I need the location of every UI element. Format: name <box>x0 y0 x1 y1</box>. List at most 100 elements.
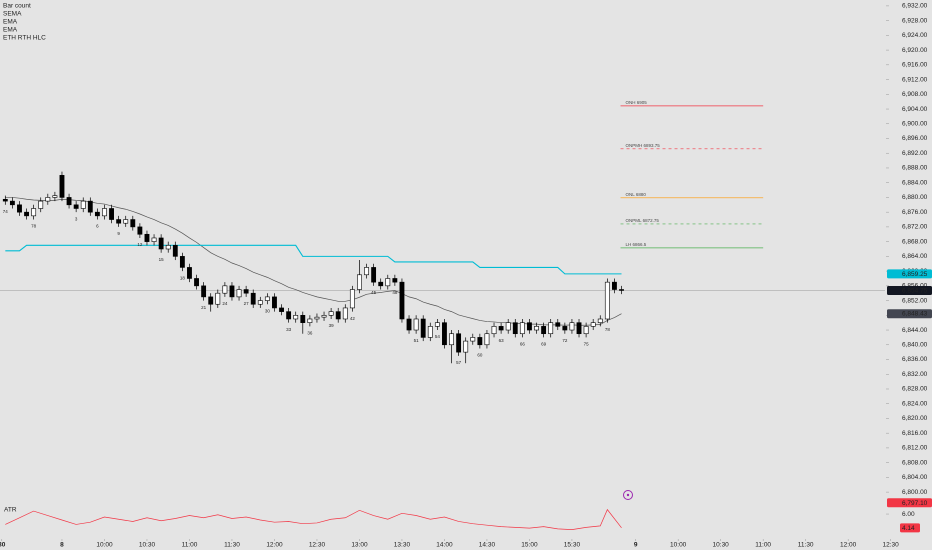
alert-icon[interactable] <box>623 490 633 500</box>
candle-body <box>45 197 51 202</box>
x-tick-label: 30 <box>0 542 6 549</box>
x-tick-label: 13:00 <box>351 542 368 549</box>
candle-body <box>80 200 86 209</box>
candle-body <box>484 333 490 346</box>
candle-body <box>562 326 568 331</box>
bar-count-label: 75 <box>584 342 590 347</box>
candle-body <box>137 226 143 235</box>
y-tick-label: 6,832.00 <box>902 371 928 378</box>
candle-body <box>364 267 369 276</box>
bar-count-label: 51 <box>414 338 420 343</box>
candle-body <box>158 237 164 250</box>
price-tag <box>887 309 932 319</box>
price-tag <box>887 498 932 508</box>
level-label: ONL 6880 <box>626 192 647 197</box>
candle-body <box>286 311 292 320</box>
candle-body <box>527 322 532 331</box>
candle-body <box>512 322 518 335</box>
x-tick-label: 12:00 <box>266 542 283 549</box>
candle-body <box>576 322 582 335</box>
candle-body <box>87 200 93 213</box>
bar-count-label: 15 <box>159 257 165 262</box>
candle-body <box>17 204 22 213</box>
legend-entry: Bar count <box>3 3 31 10</box>
candle-body <box>597 318 603 323</box>
candle-body <box>201 285 207 298</box>
y-tick-label: 6,800.00 <box>902 489 928 496</box>
indicator-line <box>5 244 622 275</box>
candle-body <box>130 219 136 228</box>
candle-body <box>569 322 575 331</box>
bar-count-label: 69 <box>541 342 547 347</box>
bar-count-label: 74 <box>3 209 9 214</box>
price-tag-label: 6,848.43 <box>902 311 928 318</box>
x-tick-label: 14:00 <box>436 542 453 549</box>
candle-body <box>151 237 157 242</box>
y-tick-label: 6,844.00 <box>902 327 928 334</box>
y-tick-label: 6,904.00 <box>902 106 928 113</box>
bar-count-label: 3 <box>75 216 78 221</box>
y-tick-label: 6,932.00 <box>902 3 928 10</box>
candle-body <box>187 267 192 279</box>
bar-count-label: 27 <box>244 301 250 306</box>
candle-body <box>208 296 214 305</box>
level-label: ONH 6905 <box>626 100 648 105</box>
candle-body <box>179 256 185 268</box>
x-tick-label: 14:30 <box>479 542 496 549</box>
x-tick-label: 15:30 <box>564 542 581 549</box>
x-tick-label: 12:00 <box>840 542 857 549</box>
y-tick-label: 6,872.00 <box>902 224 928 231</box>
pane-title: ATR <box>4 507 17 514</box>
legend-entry: EMA <box>3 19 18 26</box>
bar-count-label: 66 <box>520 342 526 347</box>
candle-body <box>102 208 107 217</box>
candle-body <box>477 337 483 346</box>
candle-body <box>300 315 306 323</box>
level-label: ONPMH 6893.75 <box>626 143 661 148</box>
candle-body <box>534 326 539 331</box>
candle-body <box>24 211 29 217</box>
candle-body <box>52 195 58 198</box>
x-tick-label: 10:30 <box>713 542 730 549</box>
y-tick-label: 6,864.00 <box>902 253 928 260</box>
x-tick-label: 11:30 <box>224 542 240 549</box>
x-tick-label: 12:30 <box>883 542 900 549</box>
candle-body <box>165 245 171 250</box>
y-tick-label: 6,824.00 <box>902 400 928 407</box>
x-tick-label: 15:00 <box>521 542 538 549</box>
y-tick-label: 6,804.00 <box>902 474 928 481</box>
candle-body <box>427 326 433 338</box>
y-tick-label: 6,852.00 <box>902 297 928 304</box>
bar-count-label: 42 <box>350 316 356 321</box>
candle-body <box>463 340 469 353</box>
candle-body <box>116 219 122 224</box>
price-tag-label: 6,797.10 <box>902 500 928 507</box>
candle-body <box>9 200 15 206</box>
candle-body <box>519 322 525 335</box>
candle-body <box>307 318 313 323</box>
legend-entry: ETH RTH HLC <box>3 35 46 42</box>
candle-body <box>328 311 334 316</box>
y-tick-label: 6,916.00 <box>902 62 928 69</box>
candle-body <box>498 326 504 331</box>
y-tick-label: 6,840.00 <box>902 341 928 348</box>
legend-entry: EMA <box>3 27 18 34</box>
y-tick-label: 6,896.00 <box>902 135 928 142</box>
bar-count-label: 45 <box>371 290 377 295</box>
candle-body <box>583 326 589 335</box>
y-tick-label: 6,900.00 <box>902 120 928 127</box>
value-tag <box>900 523 920 533</box>
x-tick-label: 11:00 <box>182 542 198 549</box>
bar-count-label: 72 <box>562 338 568 343</box>
bar-count-label: 36 <box>307 331 313 336</box>
y-tick-label: 6,928.00 <box>902 17 928 24</box>
bar-count-label: 48 <box>392 290 398 295</box>
x-tick-label: 8 <box>60 542 64 549</box>
price-tag <box>887 285 932 295</box>
x-tick-label: 9 <box>634 542 638 549</box>
candle-body <box>293 315 299 320</box>
y-tick-label: 6,920.00 <box>902 47 928 54</box>
candle-body <box>505 322 511 331</box>
